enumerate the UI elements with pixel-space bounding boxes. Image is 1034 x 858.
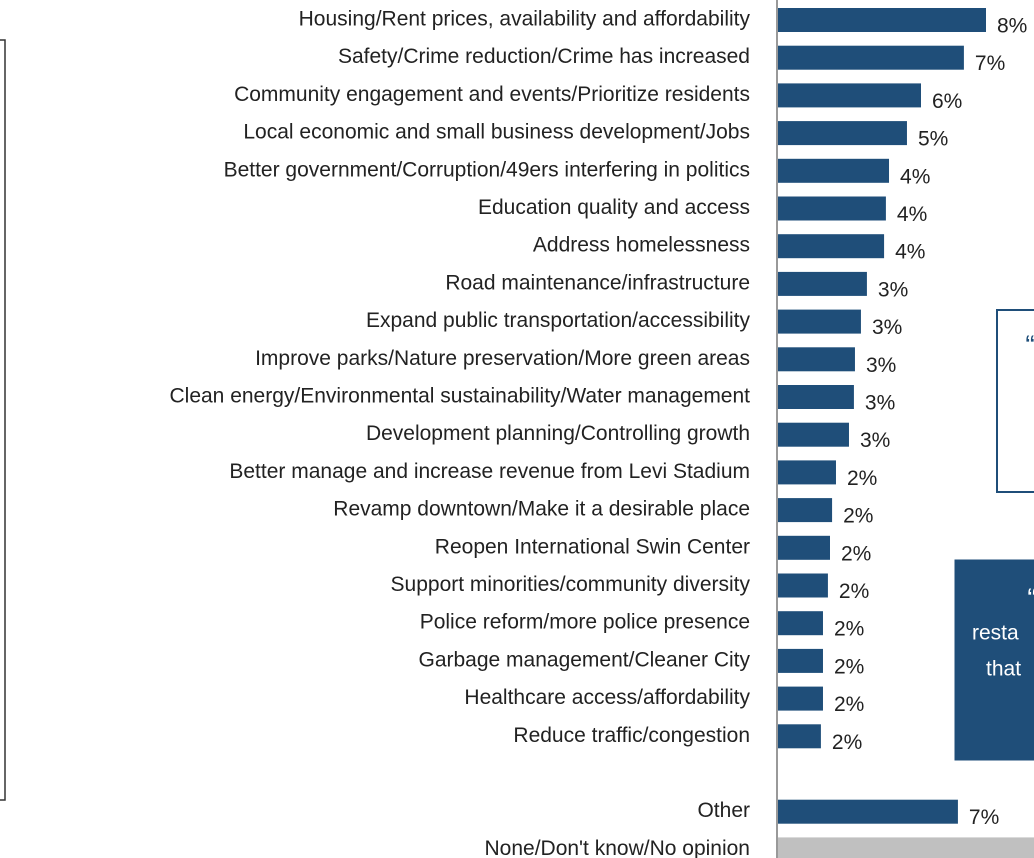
bar xyxy=(778,724,821,749)
value-label: 2% xyxy=(839,580,869,603)
bar xyxy=(778,837,1034,858)
bar xyxy=(778,611,823,636)
value-label: 2% xyxy=(832,731,862,754)
bar xyxy=(778,196,886,221)
quote-text: that xyxy=(986,658,1021,681)
bar xyxy=(778,309,861,334)
bar xyxy=(778,83,921,108)
y-tick-label: Improve parks/Nature preservation/More g… xyxy=(255,347,750,370)
y-tick-label: Garbage management/Cleaner City xyxy=(418,648,750,671)
bar xyxy=(778,45,964,70)
y-tick-label: Healthcare access/affordability xyxy=(464,686,750,709)
bar xyxy=(778,234,885,259)
bar xyxy=(778,347,855,372)
value-label: 2% xyxy=(834,693,864,716)
left-panel xyxy=(0,39,6,801)
quote-box xyxy=(996,309,1034,493)
value-label: 2% xyxy=(843,505,873,528)
bar xyxy=(778,271,867,296)
value-label: 4% xyxy=(900,165,930,188)
bar xyxy=(778,8,986,32)
y-tick-label: Local economic and small business develo… xyxy=(243,121,750,144)
value-label: 7% xyxy=(969,806,999,829)
bar xyxy=(778,121,907,146)
value-label: 3% xyxy=(872,316,902,339)
y-tick-label: Other xyxy=(697,799,750,822)
bar xyxy=(778,573,828,598)
bar xyxy=(778,799,958,824)
value-label: 3% xyxy=(860,429,890,452)
y-tick-label: Reduce traffic/congestion xyxy=(513,724,750,747)
value-label: 4% xyxy=(897,203,927,226)
y-tick-label: Revamp downtown/Make it a desirable plac… xyxy=(333,498,750,521)
bar xyxy=(778,158,890,183)
bar xyxy=(778,422,849,447)
y-tick-label: Police reform/more police presence xyxy=(420,611,750,634)
value-label: 3% xyxy=(866,354,896,377)
value-label: 2% xyxy=(841,542,871,565)
y-tick-label: Better government/Corruption/49ers inter… xyxy=(224,158,750,181)
bar xyxy=(778,498,833,523)
y-tick-label: Development planning/Controlling growth xyxy=(366,422,750,445)
value-label: 4% xyxy=(895,241,925,264)
quote-mark: “ xyxy=(1025,329,1034,360)
y-tick-label: Reopen International Swin Center xyxy=(435,535,750,558)
y-tick-label: Community engagement and events/Prioriti… xyxy=(234,83,750,106)
y-tick-label: Education quality and access xyxy=(478,196,750,219)
value-label: 6% xyxy=(932,90,962,113)
bar xyxy=(778,385,854,409)
quote-box xyxy=(954,559,1034,761)
y-tick-label: Road maintenance/infrastructure xyxy=(445,271,750,294)
value-label: 3% xyxy=(865,392,895,415)
value-label: 5% xyxy=(918,128,948,151)
y-tick-label: None/Don't know/No opinion xyxy=(484,837,750,858)
y-tick-label: Better manage and increase revenue from … xyxy=(229,460,750,483)
y-tick-label: Expand public transportation/accessibili… xyxy=(366,309,751,332)
bar xyxy=(778,648,823,673)
value-label: 2% xyxy=(834,655,864,678)
bar xyxy=(778,686,823,711)
quote-text: resta xyxy=(972,622,1019,645)
y-tick-label: Clean energy/Environmental sustainabilit… xyxy=(169,385,750,408)
bar xyxy=(778,460,836,485)
value-label: 8% xyxy=(997,15,1027,38)
y-tick-label: Housing/Rent prices, availability and af… xyxy=(299,8,751,31)
value-label: 2% xyxy=(847,467,877,490)
quote-mark: “ xyxy=(1027,582,1034,613)
y-tick-label: Safety/Crime reduction/Crime has increas… xyxy=(338,45,750,68)
y-tick-label: Support minorities/community diversity xyxy=(391,573,751,596)
y-tick-label: Address homelessness xyxy=(533,234,750,257)
bar xyxy=(778,535,830,560)
value-label: 7% xyxy=(975,52,1005,75)
value-label: 2% xyxy=(834,618,864,641)
value-label: 3% xyxy=(878,278,908,301)
